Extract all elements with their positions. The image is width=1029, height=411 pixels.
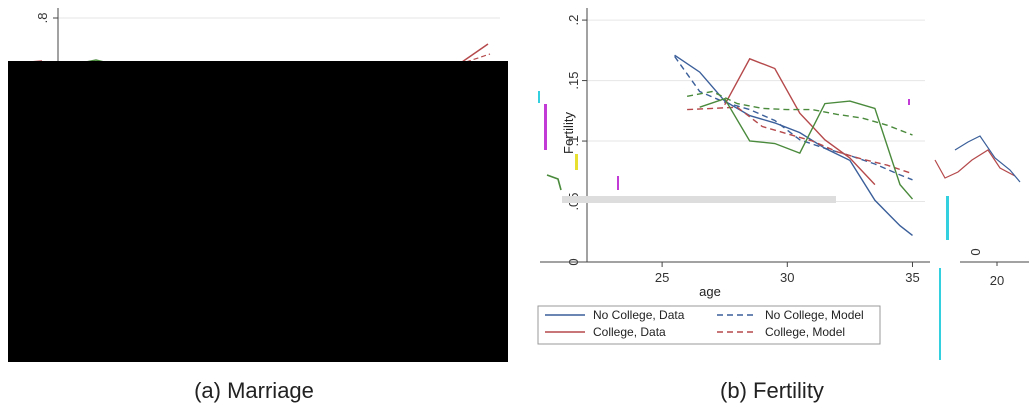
fertility-series-line — [724, 57, 876, 186]
legend-items: No College, Data No College, Model College… — [545, 308, 864, 339]
fertility-gridlines — [587, 19, 925, 203]
series-fragment — [546, 174, 562, 191]
legend-label: College, Model — [765, 325, 845, 339]
fertility-series-line — [699, 97, 914, 200]
magenta-artifact — [908, 99, 910, 105]
marriage-line-fragment — [465, 53, 491, 63]
fertility-series-line — [674, 55, 913, 181]
marriage-line-fragment — [461, 43, 489, 63]
fertility-y-axis-label: Fertility — [561, 112, 576, 154]
fertility-x-ticks: 25 30 35 — [655, 262, 920, 285]
legend: No College, Data No College, Model College… — [537, 305, 881, 345]
fertility-x-tick-label: 25 — [655, 270, 669, 285]
marriage-occlusion-block — [8, 61, 508, 362]
fertility-y-tick-label: .2 — [566, 15, 581, 26]
caption-marriage: (a) Marriage — [194, 378, 314, 403]
legend-label: College, Data — [593, 325, 666, 339]
cyan-artifact — [538, 91, 540, 103]
fertility-series-lines — [674, 54, 914, 236]
fertility-series-line — [686, 90, 913, 136]
inset-line — [954, 135, 1021, 183]
caption-fertility: (b) Fertility — [720, 378, 824, 403]
magenta-artifact — [617, 176, 619, 190]
fertility-x-tick-label: 30 — [780, 270, 794, 285]
legend-box — [537, 305, 881, 345]
inset-x-tick-label: 20 — [990, 273, 1004, 288]
panel-marriage: .8 — [8, 8, 508, 362]
fertility-series-line — [687, 106, 913, 175]
inset-panel: 20 0 — [934, 135, 1029, 360]
fertility-x-axis-label: age — [699, 284, 721, 299]
gray-artifact-bar — [562, 196, 836, 203]
fertility-y-tick-label: .15 — [566, 72, 581, 90]
cyan-artifact — [946, 196, 949, 240]
fertility-series-line — [674, 54, 913, 236]
marriage-y-tick-label: .8 — [35, 13, 50, 24]
inset-white-area — [940, 268, 1029, 360]
magenta-artifact — [544, 104, 547, 150]
legend-label: No College, Data — [593, 308, 685, 322]
inset-line — [934, 149, 1016, 179]
fertility-y-tick-label: .1 — [566, 136, 581, 147]
fertility-x-tick-label: 35 — [905, 270, 919, 285]
yellow-artifact — [575, 154, 578, 170]
inset-y-tick-label: 0 — [968, 248, 983, 255]
legend-label: No College, Model — [765, 308, 864, 322]
